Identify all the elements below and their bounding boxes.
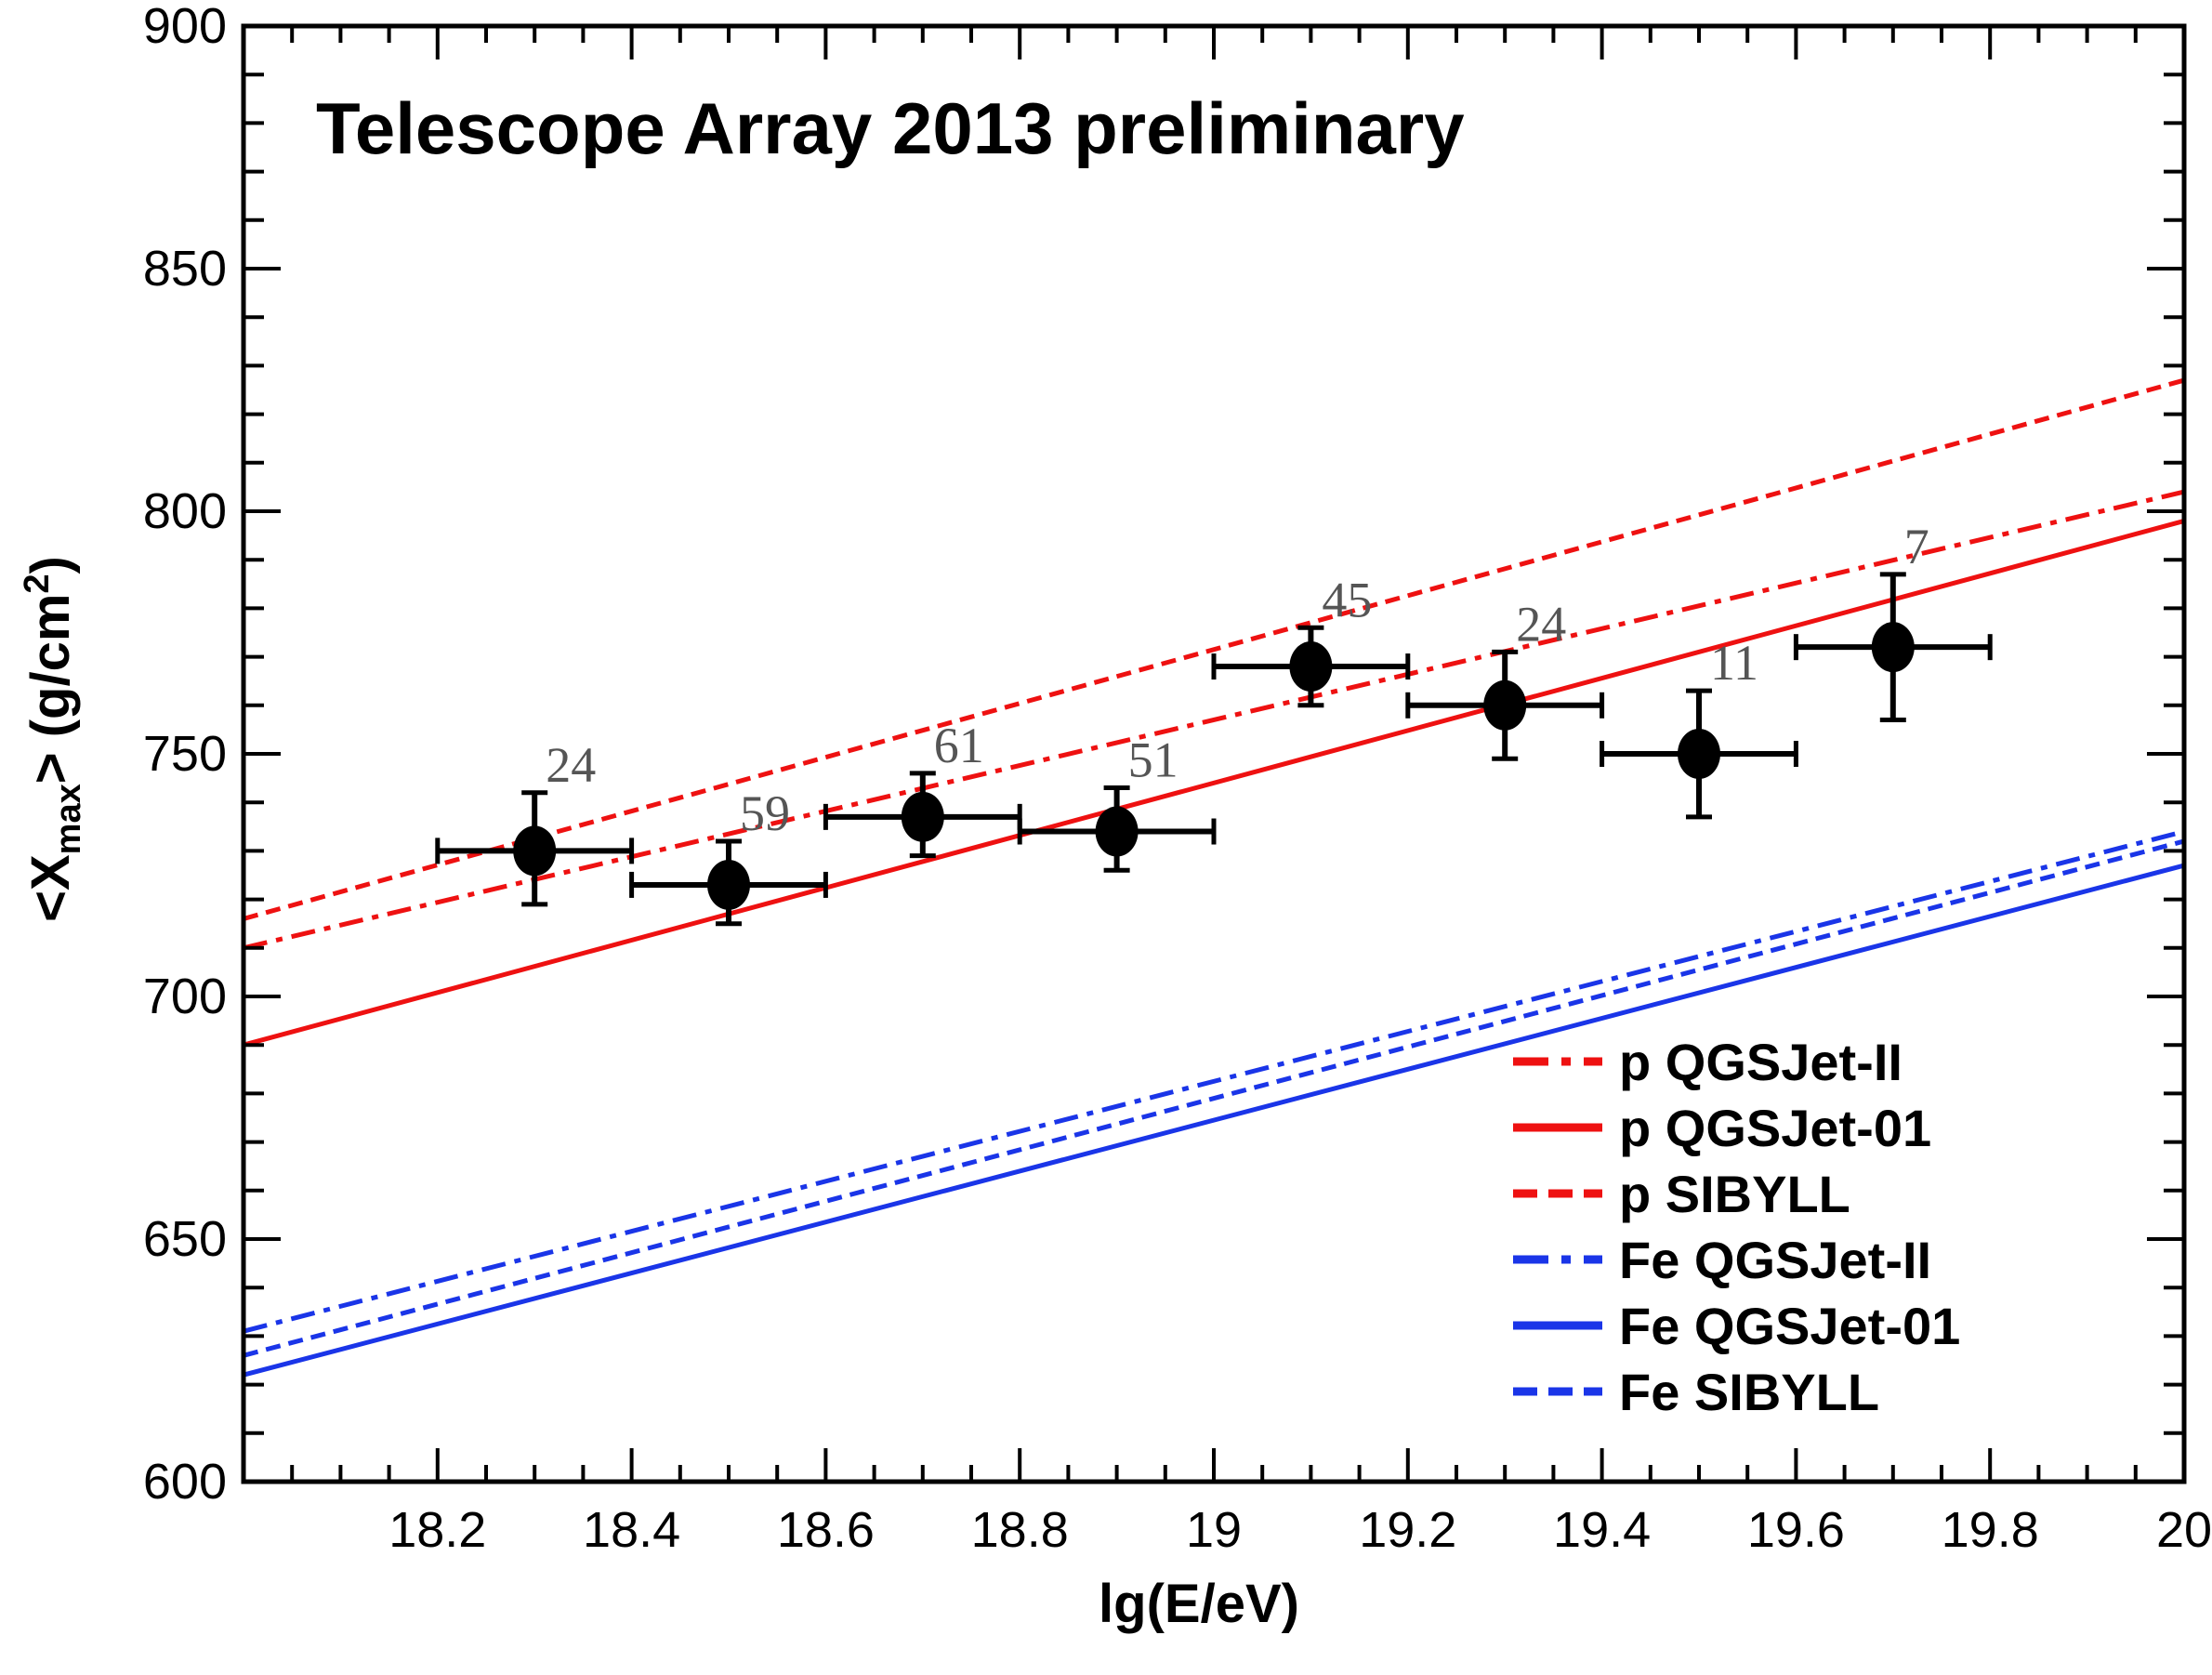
point-count-label-7: 7 bbox=[1904, 519, 1929, 574]
legend: p QGSJet-II p QGSJet-01 p SIBYLL Fe QGSJet-… bbox=[1513, 1033, 1960, 1421]
y-tick-label-3: 750 bbox=[143, 726, 227, 782]
series-line-4 bbox=[243, 863, 2185, 1378]
point-count-label-6: 11 bbox=[1710, 635, 1758, 691]
data-point-2 bbox=[901, 791, 944, 842]
data-points: 24 59 61 51 45 24 11 7 bbox=[435, 519, 1993, 927]
y-tick-label-6: 900 bbox=[143, 0, 227, 54]
x-tick-label-3: 18.8 bbox=[971, 1502, 1069, 1558]
y-axis-label: <Xmax> (g/cm2) bbox=[18, 556, 88, 922]
x-tick-label-5: 19.2 bbox=[1359, 1502, 1456, 1558]
series-line-3 bbox=[243, 829, 2185, 1334]
x-axis-label: lg(E/eV) bbox=[1099, 1574, 1299, 1634]
y-tick-label-2: 700 bbox=[143, 969, 227, 1024]
data-point-3 bbox=[1095, 806, 1139, 857]
point-count-label-2: 61 bbox=[934, 718, 984, 773]
legend-label-5: Fe SIBYLL bbox=[1619, 1363, 1879, 1421]
x-tick-label-7: 19.6 bbox=[1747, 1502, 1845, 1558]
axes: 18.2 18.4 18.6 18.8 19 19.2 19.4 19.6 19.8 20 600 6… bbox=[143, 0, 2212, 1558]
model-curves bbox=[243, 377, 2185, 1378]
data-point-6 bbox=[1678, 729, 1720, 779]
y-tick-label-4: 800 bbox=[143, 483, 227, 539]
data-point-4 bbox=[1289, 641, 1333, 692]
y-tick-label-5: 850 bbox=[143, 241, 227, 297]
series-line-1 bbox=[243, 519, 2185, 1048]
x-tick-label-2: 18.6 bbox=[777, 1502, 875, 1558]
legend-label-0: p QGSJet-II bbox=[1619, 1033, 1903, 1091]
y-tick-label-0: 600 bbox=[143, 1454, 227, 1510]
x-tick-label-6: 19.4 bbox=[1553, 1502, 1651, 1558]
y-tick-label-1: 650 bbox=[143, 1211, 227, 1267]
series-line-5 bbox=[243, 838, 2185, 1358]
series-line-0 bbox=[243, 489, 2185, 951]
legend-label-1: p QGSJet-01 bbox=[1619, 1099, 1931, 1157]
point-count-label-1: 59 bbox=[740, 785, 790, 841]
data-point-1 bbox=[707, 859, 750, 910]
data-point-5 bbox=[1483, 679, 1527, 731]
x-tick-label-1: 18.4 bbox=[583, 1502, 680, 1558]
x-tick-label-4: 19 bbox=[1186, 1502, 1242, 1558]
chart-title: Telescope Array 2013 preliminary bbox=[316, 87, 1465, 169]
legend-label-3: Fe QGSJet-II bbox=[1619, 1231, 1931, 1289]
point-count-label-0: 24 bbox=[546, 737, 596, 793]
data-point-7 bbox=[1871, 622, 1915, 673]
series-line-2 bbox=[243, 377, 2185, 921]
legend-label-4: Fe QGSJet-01 bbox=[1619, 1297, 1960, 1355]
x-tick-label-0: 18.2 bbox=[388, 1502, 486, 1558]
point-count-label-3: 51 bbox=[1128, 732, 1178, 788]
point-count-label-4: 45 bbox=[1322, 572, 1372, 627]
x-tick-label-9: 20 bbox=[2156, 1502, 2212, 1558]
point-count-label-5: 24 bbox=[1516, 596, 1566, 652]
data-point-0 bbox=[513, 825, 557, 877]
x-tick-label-8: 19.8 bbox=[1942, 1502, 2039, 1558]
legend-label-2: p SIBYLL bbox=[1619, 1165, 1850, 1223]
